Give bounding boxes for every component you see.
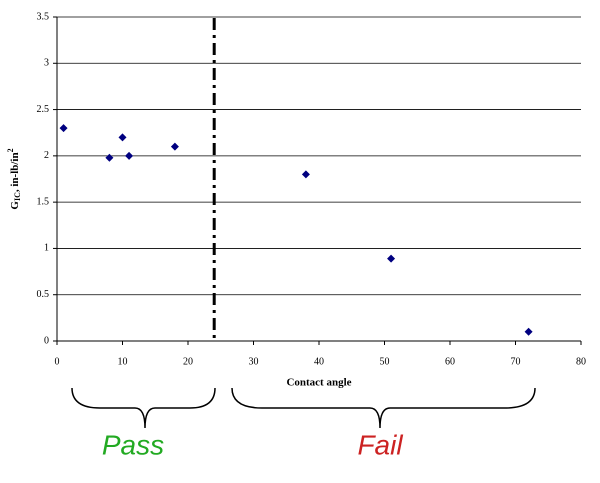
point (301, 170, 310, 179)
point (170, 142, 179, 151)
annotation: Pass (102, 429, 164, 460)
point (105, 153, 114, 162)
point (524, 327, 533, 336)
y-tick-label: 1 (44, 243, 49, 254)
point (59, 124, 68, 133)
point (125, 151, 134, 160)
point (387, 254, 396, 263)
y-axis-label-part: 2 (6, 148, 15, 152)
y-tick-label: 0 (44, 335, 49, 346)
annotation: Fail (357, 429, 403, 460)
x-tick-label: 80 (576, 356, 586, 367)
x-tick-label: 50 (380, 356, 390, 367)
y-tick-label: 1.5 (37, 196, 50, 207)
y-tick-label: 2 (44, 150, 49, 161)
x-tick-label: 10 (118, 356, 128, 367)
y-axis-label-part: , in-lb/in (9, 152, 21, 192)
y-axis-label: GIC, in-lb/in2 (6, 148, 22, 209)
fail-brace (231, 387, 536, 429)
y-tick-label: 3.5 (37, 11, 50, 22)
x-tick-label: 60 (445, 356, 455, 367)
x-axis-label: Contact angle (286, 377, 351, 389)
x-tick-label: 30 (249, 356, 259, 367)
x-tick-label: 0 (55, 356, 60, 367)
x-tick-label: 20 (183, 356, 193, 367)
point (118, 133, 127, 142)
y-tick-label: 0.5 (37, 289, 50, 300)
pass-brace (71, 387, 216, 429)
y-tick-label: 3 (44, 58, 49, 69)
x-tick-label: 70 (511, 356, 521, 367)
y-tick-label: 2.5 (37, 104, 50, 115)
y-axis-label-part: IC (13, 192, 22, 201)
y-axis-label-part: G (9, 201, 21, 210)
x-tick-label: 40 (314, 356, 324, 367)
